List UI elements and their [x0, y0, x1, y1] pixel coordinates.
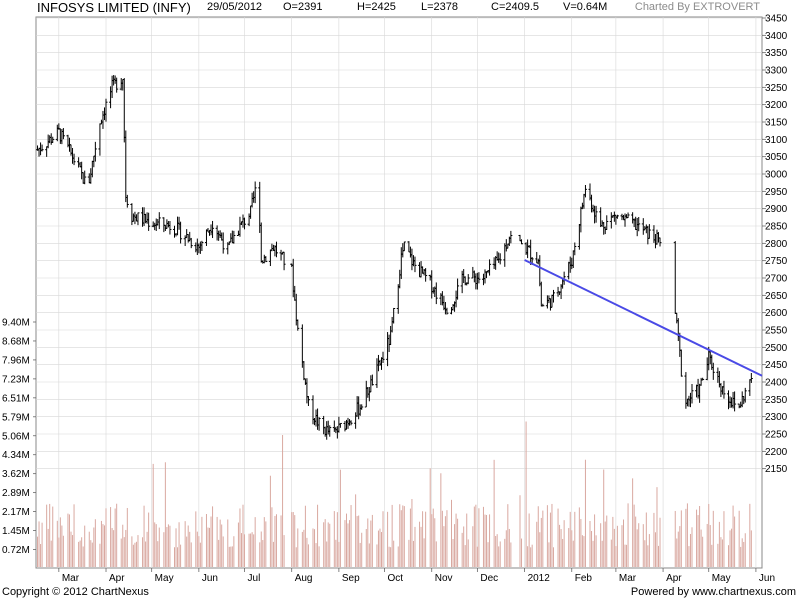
resistance-trendline[interactable]: [524, 259, 763, 377]
date-tick-label: 2012: [528, 573, 551, 584]
date-tick-label: Oct: [388, 573, 404, 584]
date-tick-label: Nov: [435, 573, 453, 584]
price-tick-label: 3000: [765, 170, 788, 181]
price-tick-label: 3400: [765, 31, 788, 42]
grid-layer: [36, 17, 762, 568]
date-tick-label: Apr: [109, 573, 125, 584]
price-tick-label: 2800: [765, 239, 788, 250]
plot-area: [35, 16, 763, 569]
price-tick-label: 3350: [765, 48, 788, 59]
volume-tick-label: 0.72M: [2, 545, 30, 556]
volume-tick-label: 9.40M: [2, 318, 30, 329]
volume-tick-label: 5.79M: [2, 412, 30, 423]
quote-open: O=2391: [283, 1, 323, 13]
quote-date: 29/05/2012: [207, 1, 263, 13]
price-axis: 3450 3400 3350 3300 3250 3200 3150 3100 3050 3000…: [762, 14, 788, 475]
date-tick-label: Jun: [202, 573, 218, 584]
date-tick-label: Apr: [666, 573, 682, 584]
volume-tick-label: 7.23M: [2, 374, 30, 385]
date-tick-label: Jul: [248, 573, 261, 584]
price-tick-label: 2250: [765, 430, 788, 441]
date-tick-label: Mar: [619, 573, 637, 584]
price-tick-label: 2700: [765, 274, 788, 285]
date-tick-label: Aug: [295, 573, 313, 584]
date-tick-label: Dec: [480, 573, 498, 584]
volume-axis: 9.40M 8.68M 7.96M 7.23M 6.51M 5.79M 5.06M 4.34M…: [2, 318, 36, 556]
price-tick-label: 2500: [765, 343, 788, 354]
price-tick-label: 3250: [765, 83, 788, 94]
quote-high: H=2425: [357, 1, 396, 13]
volume-tick-label: 2.17M: [2, 507, 30, 518]
date-tick-label: Sep: [342, 573, 360, 584]
price-tick-label: 3300: [765, 66, 788, 77]
volume-tick-label: 4.34M: [2, 450, 30, 461]
price-tick-label: 3150: [765, 118, 788, 129]
trendline-layer: [524, 259, 763, 377]
price-tick-label: 2600: [765, 308, 788, 319]
price-tick-label: 3450: [765, 14, 788, 25]
copyright-text: Copyright © 2012 ChartNexus: [2, 586, 149, 598]
volume-tick-label: 6.51M: [2, 393, 30, 404]
quote-volume: V=0.64M: [563, 1, 608, 13]
volume-bars: [37, 421, 752, 567]
price-tick-label: 2400: [765, 378, 788, 389]
date-axis: Mar Apr May Jun Jul Aug Sep Oct Nov Dec 2012 Feb Mar…: [58, 568, 775, 584]
price-tick-label: 3200: [765, 100, 788, 111]
price-tick-label: 2950: [765, 187, 788, 198]
date-tick-label: May: [712, 573, 731, 584]
price-tick-label: 2200: [765, 447, 788, 458]
powered-by-link[interactable]: Powered by www.chartnexus.com: [630, 586, 796, 598]
price-tick-label: 2550: [765, 326, 788, 337]
date-tick-label: Feb: [575, 573, 593, 584]
volume-tick-label: 7.96M: [2, 355, 30, 366]
price-tick-label: 2450: [765, 360, 788, 371]
quote-low: L=2378: [421, 1, 459, 13]
date-tick-label: Jun: [759, 573, 775, 584]
price-tick-label: 3050: [765, 152, 788, 163]
date-tick-label: May: [155, 573, 174, 584]
price-tick-label: 2300: [765, 412, 788, 423]
volume-tick-label: 1.45M: [2, 526, 30, 537]
price-tick-label: 2150: [765, 464, 788, 475]
price-tick-label: 2650: [765, 291, 788, 302]
price-tick-label: 2750: [765, 256, 788, 267]
price-tick-label: 2850: [765, 222, 788, 233]
volume-tick-label: 5.06M: [2, 431, 30, 442]
chart-credit: Charted By EXTROVERT: [634, 1, 760, 13]
price-tick-label: 3100: [765, 135, 788, 146]
chart-title: INFOSYS LIMITED (INFY): [37, 0, 191, 15]
quote-close: C=2409.5: [491, 1, 540, 13]
volume-tick-label: 8.68M: [2, 336, 30, 347]
price-tick-label: 2900: [765, 204, 788, 215]
price-tick-label: 2350: [765, 395, 788, 406]
price-candles: [36, 75, 753, 440]
volume-tick-label: 3.62M: [2, 469, 30, 480]
volume-tick-label: 2.89M: [2, 488, 30, 499]
date-tick-label: Mar: [62, 573, 80, 584]
